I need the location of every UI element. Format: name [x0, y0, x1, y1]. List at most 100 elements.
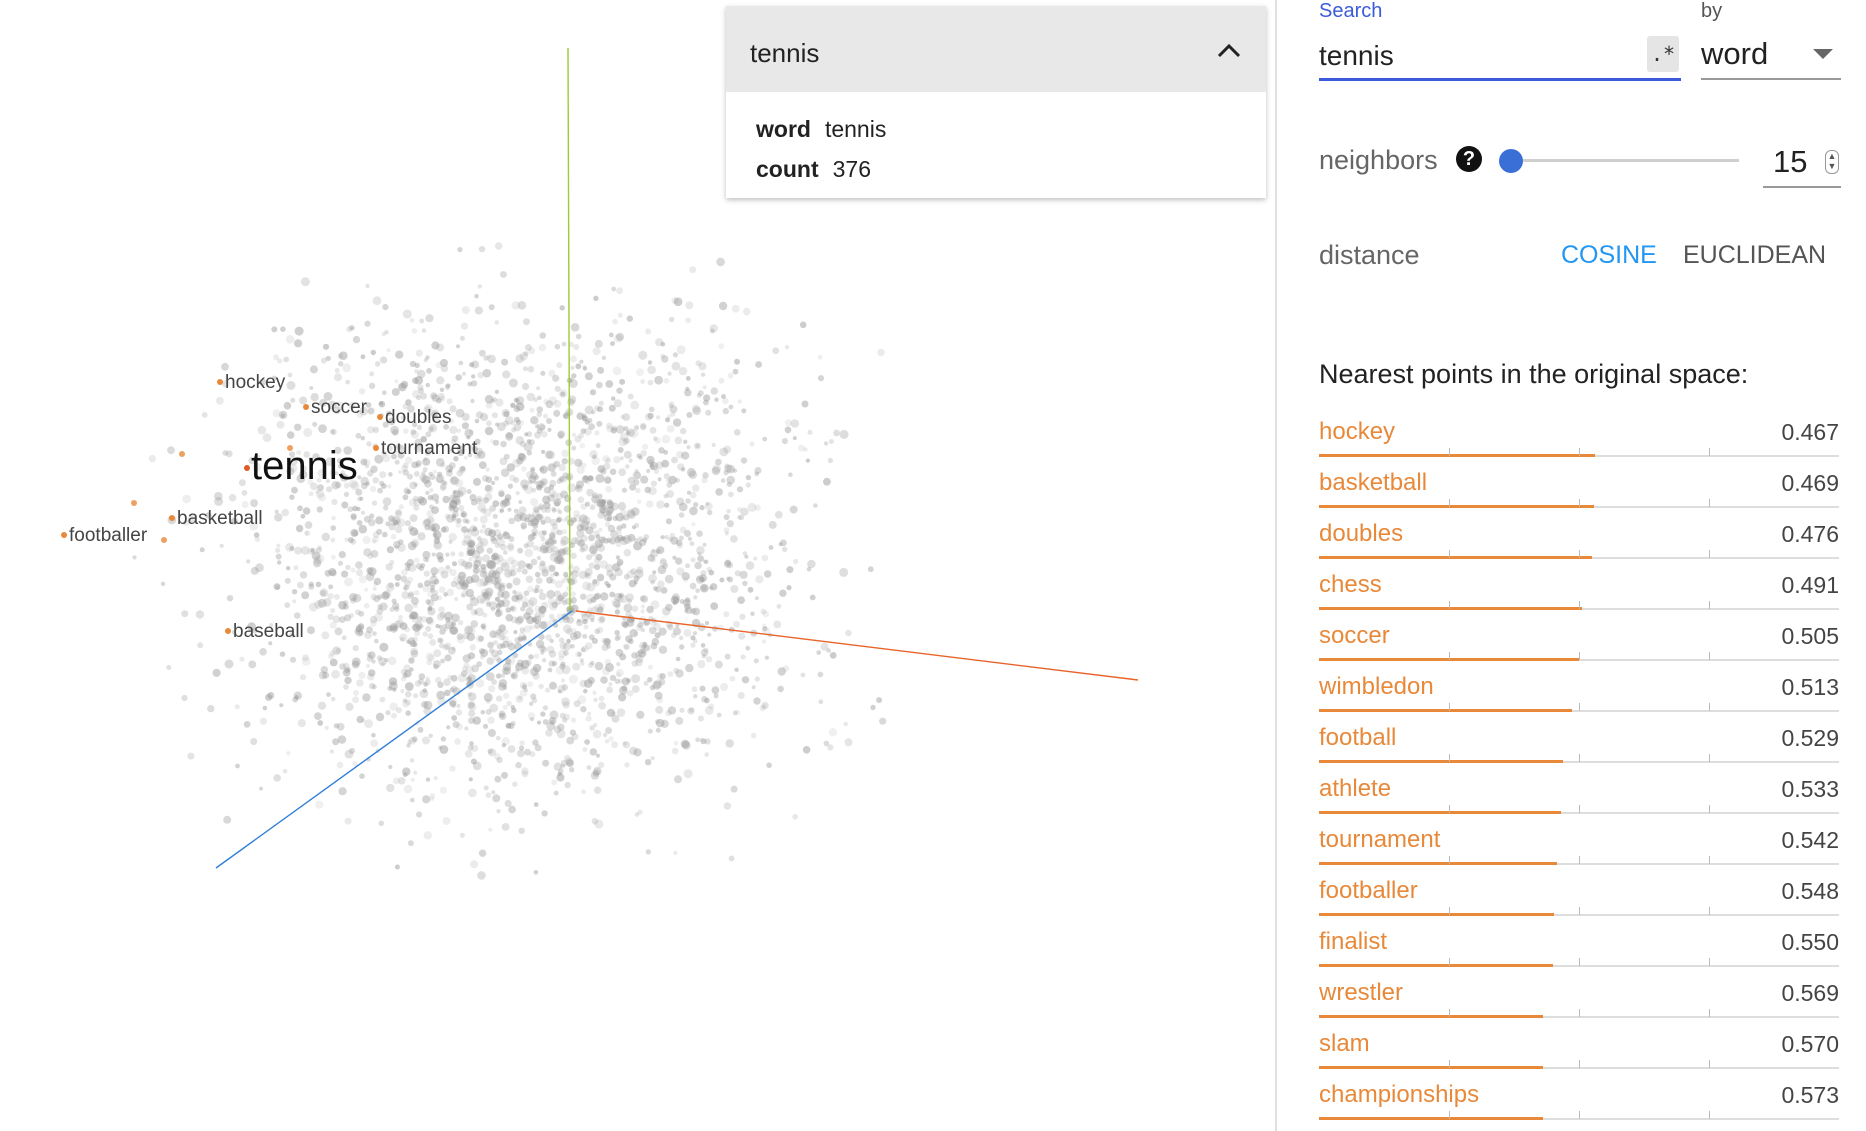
inspector-panel: Search .* by word neighbors ? 15 ▲▼ dist… — [1275, 0, 1866, 1131]
search-by-select[interactable]: word — [1701, 34, 1841, 80]
card-row-key: word — [756, 116, 811, 142]
nearest-point-word[interactable]: wimbledon — [1319, 673, 1434, 700]
distance-bar-tick — [1449, 754, 1450, 762]
neighbor-point[interactable] — [61, 532, 67, 538]
help-icon[interactable]: ? — [1456, 146, 1482, 172]
nearest-point-item[interactable]: tournament 0.542 — [1319, 823, 1839, 874]
nearest-point-word[interactable]: wrestler — [1319, 979, 1404, 1006]
distance-bar-tick — [1709, 550, 1710, 558]
chevron-up-icon[interactable] — [1214, 36, 1244, 66]
nearest-point-item[interactable]: slam 0.570 — [1319, 1027, 1839, 1078]
distance-bar-tick — [1579, 499, 1580, 507]
distance-euclidean-button[interactable]: EUCLIDEAN — [1683, 241, 1827, 269]
nearest-point-word[interactable]: finalist — [1319, 928, 1388, 955]
nearest-point-distance: 0.569 — [1781, 980, 1839, 1006]
distance-bar-tick — [1579, 601, 1580, 609]
nearest-point-word[interactable]: doubles — [1319, 520, 1404, 547]
spinner-icon[interactable]: ▲ ▼ — [1825, 150, 1839, 174]
neighbor-point[interactable] — [179, 451, 185, 457]
selected-point[interactable] — [244, 465, 250, 471]
search-input[interactable] — [1319, 34, 1681, 81]
distance-bar-tick — [1449, 499, 1450, 507]
neighbor-point[interactable] — [287, 445, 293, 451]
nearest-point-word[interactable]: soccer — [1319, 622, 1390, 649]
distance-bar-tick — [1579, 958, 1580, 966]
nearest-point-distance: 0.505 — [1781, 623, 1839, 649]
card-row-count: count 376 — [756, 156, 871, 183]
embedding-projector-canvas[interactable]: hockey soccer doubles tournament basketball f… — [0, 0, 1275, 1131]
card-header[interactable]: tennis — [726, 6, 1266, 92]
distance-bar-tick — [1579, 1009, 1580, 1017]
nearest-point-item[interactable]: finalist 0.550 — [1319, 925, 1839, 976]
nearest-point-word[interactable]: basketball — [1319, 469, 1428, 496]
nearest-point-distance: 0.550 — [1781, 929, 1839, 955]
distance-bar-tick — [1449, 601, 1450, 609]
distance-bar-track — [1319, 1016, 1839, 1018]
nearest-point-word[interactable]: chess — [1319, 571, 1382, 598]
distance-bar-tick — [1449, 652, 1450, 660]
neighbor-point[interactable] — [131, 500, 137, 506]
nearest-point-item[interactable]: footballer 0.548 — [1319, 874, 1839, 925]
selected-point-card: tennis word tennis count 376 — [726, 6, 1266, 198]
distance-bar-track — [1319, 710, 1839, 712]
distance-bar — [1319, 1066, 1543, 1069]
distance-bar-track — [1319, 965, 1839, 967]
distance-bar — [1319, 607, 1582, 610]
distance-bar-tick — [1579, 1060, 1580, 1068]
distance-bar-tick — [1449, 856, 1450, 864]
nearest-point-item[interactable]: championships 0.573 — [1319, 1078, 1839, 1129]
distance-bar — [1319, 1117, 1543, 1120]
card-row-word: word tennis — [756, 116, 886, 143]
nearest-point-item[interactable]: football 0.529 — [1319, 721, 1839, 772]
neighbor-point[interactable] — [373, 445, 379, 451]
neighbor-label: tournament — [381, 438, 478, 459]
distance-bar — [1319, 862, 1557, 865]
nearest-point-item[interactable]: basketball 0.469 — [1319, 466, 1839, 517]
distance-bar-tick — [1579, 856, 1580, 864]
neighbor-point[interactable] — [377, 414, 383, 420]
dropdown-arrow-icon — [1813, 49, 1833, 59]
distance-bar-track — [1319, 863, 1839, 865]
nearest-point-word[interactable]: football — [1319, 724, 1397, 751]
distance-bar-track — [1319, 659, 1839, 661]
nearest-points-list: hockey 0.467 basketball 0.469 doubles 0.476 ch… — [1319, 415, 1839, 1129]
nearest-point-item[interactable]: wimbledon 0.513 — [1319, 670, 1839, 721]
distance-bar — [1319, 709, 1572, 712]
neighbors-number-input[interactable]: 15 ▲ ▼ — [1763, 140, 1841, 188]
distance-bar — [1319, 964, 1553, 967]
distance-bar-track — [1319, 914, 1839, 916]
nearest-point-word[interactable]: championships — [1319, 1081, 1480, 1108]
neighbors-slider-thumb[interactable] — [1499, 149, 1523, 173]
neighbor-point[interactable] — [161, 537, 167, 543]
nearest-point-item[interactable]: soccer 0.505 — [1319, 619, 1839, 670]
neighbor-point[interactable] — [217, 379, 223, 385]
neighbors-slider-track[interactable] — [1509, 159, 1739, 162]
distance-bar-tick — [1709, 805, 1710, 813]
nearest-point-item[interactable]: wrestler 0.569 — [1319, 976, 1839, 1027]
nearest-point-item[interactable]: hockey 0.467 — [1319, 415, 1839, 466]
distance-bar — [1319, 1015, 1543, 1018]
nearest-point-distance: 0.548 — [1781, 878, 1839, 904]
distance-bar-tick — [1449, 550, 1450, 558]
nearest-point-word[interactable]: hockey — [1319, 418, 1396, 445]
distance-label: distance — [1319, 240, 1420, 270]
nearest-point-word[interactable]: tournament — [1319, 826, 1441, 853]
nearest-point-distance: 0.513 — [1781, 674, 1839, 700]
distance-bar-tick — [1709, 907, 1710, 915]
nearest-point-item[interactable]: doubles 0.476 — [1319, 517, 1839, 568]
nearest-point-item[interactable]: chess 0.491 — [1319, 568, 1839, 619]
nearest-point-word[interactable]: athlete — [1319, 775, 1392, 802]
distance-cosine-button[interactable]: COSINE — [1561, 241, 1657, 269]
distance-bar-tick — [1709, 1060, 1710, 1068]
nearest-point-word[interactable]: slam — [1319, 1030, 1370, 1057]
nearest-point-item[interactable]: athlete 0.533 — [1319, 772, 1839, 823]
nearest-point-word[interactable]: footballer — [1319, 877, 1418, 904]
neighbor-point[interactable] — [303, 404, 309, 410]
neighbor-point[interactable] — [225, 628, 231, 634]
neighbor-point[interactable] — [169, 515, 175, 521]
regex-toggle-button[interactable]: .* — [1647, 36, 1679, 72]
distance-bar-tick — [1579, 550, 1580, 558]
point-cloud[interactable]: hockey soccer doubles tournament basketball f… — [0, 0, 1275, 1131]
distance-bar-tick — [1449, 1111, 1450, 1119]
search-by-value: word — [1701, 36, 1769, 71]
